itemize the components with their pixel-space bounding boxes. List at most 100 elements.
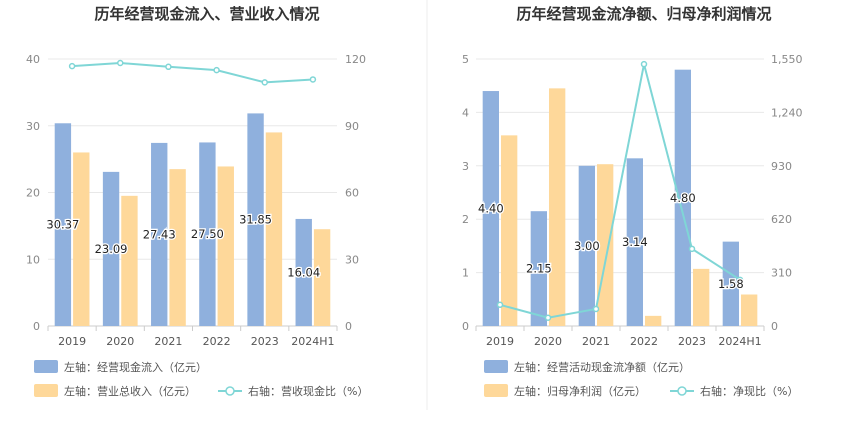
left-bar-primary[interactable] <box>151 142 168 326</box>
left-left-axis-tick: 10 <box>26 253 40 266</box>
left-x-tick-label: 2022 <box>203 335 231 348</box>
right-bar-data-label: 3.14 <box>622 235 648 249</box>
left-ratio-point[interactable] <box>261 79 268 86</box>
right-bar-secondary[interactable] <box>501 135 518 326</box>
left-bar-secondary[interactable] <box>217 166 234 326</box>
right-ratio-point[interactable] <box>736 276 744 284</box>
left-bar-data-label: 31.85 <box>239 213 272 227</box>
left-x-tick-label: 2023 <box>251 335 279 348</box>
left-chart-title: 历年经营现金流入、营业收入情况 <box>94 5 319 23</box>
left-legend: 左轴：经营现金流入（亿元） 左轴：营业总收入（亿元） 右轴：营收现金比（%） <box>34 360 368 398</box>
left-x-tick-label: 2024H1 <box>291 335 334 348</box>
right-left-axis-tick: 2 <box>462 213 469 226</box>
right-bar-data-label: 3.00 <box>574 239 600 253</box>
right-bar-primary[interactable] <box>722 241 739 326</box>
left-ratio-line <box>72 62 313 84</box>
right-x-tick-label: 2022 <box>630 335 658 348</box>
left-left-axis-tick: 0 <box>33 320 40 333</box>
left-ratio-point[interactable] <box>117 59 124 67</box>
right-right-axis-tick: 1,240 <box>771 106 803 119</box>
left-x-tick-label: 2020 <box>106 335 134 348</box>
left-bar-data-label: 30.37 <box>46 218 79 232</box>
right-ratio-line <box>499 63 741 319</box>
right-bar-secondary[interactable] <box>549 88 566 327</box>
left-legend-label-secondary[interactable]: 左轴：营业总收入（亿元） <box>64 384 196 398</box>
right-x-tick-label: 2024H1 <box>718 335 761 348</box>
right-bar-secondary[interactable] <box>741 294 758 326</box>
left-left-axis-tick: 20 <box>26 187 40 200</box>
left-right-axis-tick: 30 <box>345 253 359 266</box>
left-bar-data-label: 27.50 <box>191 227 224 241</box>
left-bar-primary[interactable] <box>295 218 312 326</box>
left-right-axis-tick: 60 <box>345 187 359 200</box>
left-bar-data-label: 27.43 <box>143 227 176 241</box>
right-ratio-point[interactable] <box>688 245 696 253</box>
left-right-axis-tick: 120 <box>345 53 366 66</box>
left-ratio-point[interactable] <box>68 62 76 70</box>
left-bar-secondary[interactable] <box>73 152 90 326</box>
right-bar-secondary[interactable] <box>645 315 662 326</box>
right-legend-label-primary[interactable]: 左轴：经营活动现金流净额（亿元） <box>514 360 690 374</box>
right-right-axis-tick: 620 <box>771 213 792 226</box>
right-chart-panel: 历年经营现金流净额、归母净利润情况 0 1 2 3 4 5 0 310 620 930 1,240 1… <box>462 5 803 398</box>
right-bar-data-label: 4.80 <box>670 191 696 205</box>
right-legend-swatch-primary[interactable] <box>484 360 508 373</box>
right-x-tick-label: 2021 <box>582 335 610 348</box>
right-bar-primary[interactable] <box>674 69 691 327</box>
left-bar-secondary[interactable] <box>265 132 283 326</box>
right-chart-title: 历年经营现金流净额、归母净利润情况 <box>516 5 771 23</box>
right-legend-label-secondary[interactable]: 左轴：归母净利润（亿元） <box>514 384 646 398</box>
left-ratio-point[interactable] <box>309 76 317 83</box>
left-left-axis-tick: 30 <box>26 120 40 133</box>
right-ratio-point[interactable] <box>544 314 552 321</box>
right-right-axis-tick: 1,550 <box>771 53 803 66</box>
left-legend-swatch-secondary[interactable] <box>34 384 58 397</box>
right-bar-primary[interactable] <box>578 165 595 326</box>
left-bar-primary[interactable] <box>247 113 264 327</box>
left-bar-secondary[interactable] <box>313 229 331 326</box>
left-bar-secondary[interactable] <box>169 169 186 326</box>
right-bar-primary[interactable] <box>626 158 643 326</box>
right-legend-swatch-secondary[interactable] <box>484 384 508 397</box>
left-legend-label-line[interactable]: 右轴：营收现金比（%） <box>248 384 368 398</box>
right-left-axis-tick: 5 <box>462 53 469 66</box>
right-bar-secondary[interactable] <box>693 268 710 326</box>
right-x-tick-label: 2023 <box>678 335 706 348</box>
right-ratio-point[interactable] <box>496 301 504 309</box>
left-x-tick-label: 2019 <box>58 335 86 348</box>
right-legend-label-line[interactable]: 右轴：净现比（%） <box>700 384 798 398</box>
left-ratio-point[interactable] <box>165 63 172 71</box>
left-ratio-point[interactable] <box>213 66 220 74</box>
right-left-axis-tick: 0 <box>462 320 469 333</box>
right-x-tick-label: 2020 <box>534 335 562 348</box>
left-bar-primary[interactable] <box>54 123 72 327</box>
left-bar-secondary[interactable] <box>121 195 138 326</box>
right-ratio-point[interactable] <box>592 305 600 313</box>
left-bar-primary[interactable] <box>102 171 120 326</box>
left-bar-primary[interactable] <box>199 142 216 326</box>
left-legend-label-primary[interactable]: 左轴：经营现金流入（亿元） <box>64 360 207 374</box>
left-bar-data-label: 23.09 <box>95 242 128 256</box>
right-bar-data-label: 1.58 <box>718 277 744 291</box>
left-left-axis-tick: 40 <box>26 53 40 66</box>
right-right-axis-tick: 0 <box>771 320 778 333</box>
left-chart-panel: 历年经营现金流入、营业收入情况 0 10 20 30 40 0 30 60 90 120 2019 2… <box>26 5 368 398</box>
right-legend-swatch-line-marker[interactable] <box>677 386 687 396</box>
right-x-tick-label: 2019 <box>486 335 514 348</box>
right-bar-data-label: 2.15 <box>526 262 552 276</box>
right-left-axis-tick: 4 <box>462 106 469 119</box>
right-bar-primary[interactable] <box>530 211 547 326</box>
left-right-axis-tick: 90 <box>345 120 359 133</box>
right-left-axis-tick: 1 <box>462 267 469 280</box>
right-right-axis-tick: 310 <box>771 267 792 280</box>
right-right-axis-tick: 930 <box>771 160 792 173</box>
right-ratio-point[interactable] <box>640 60 648 68</box>
right-legend: 左轴：经营活动现金流净额（亿元） 左轴：归母净利润（亿元） 右轴：净现比（%） <box>484 360 798 398</box>
right-bar-primary[interactable] <box>482 91 499 326</box>
left-x-tick-label: 2021 <box>154 335 182 348</box>
left-legend-swatch-line-marker[interactable] <box>225 386 235 396</box>
left-right-axis-tick: 0 <box>345 320 352 333</box>
left-legend-swatch-primary[interactable] <box>34 360 58 373</box>
